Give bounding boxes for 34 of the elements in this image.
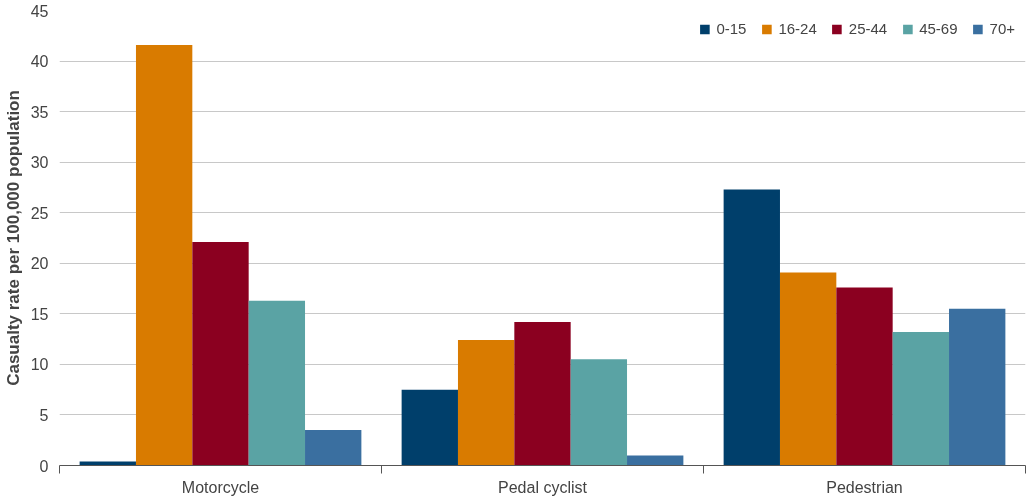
bar bbox=[836, 287, 893, 466]
bar bbox=[135, 44, 193, 466]
legend-label: 25-44 bbox=[848, 20, 888, 37]
bar bbox=[248, 300, 306, 466]
bar bbox=[570, 359, 628, 466]
x-tick-label: Motorcycle bbox=[181, 478, 260, 496]
y-tick-label: 5 bbox=[39, 406, 49, 424]
x-tick-label: Pedestrian bbox=[826, 478, 903, 496]
bar bbox=[457, 340, 515, 466]
legend-label: 0-15 bbox=[716, 20, 747, 37]
y-tick-label: 10 bbox=[30, 356, 49, 374]
y-tick-label: 15 bbox=[30, 305, 49, 323]
y-tick-label: 40 bbox=[30, 53, 49, 71]
y-axis-title: Casualty rate per 100,000 population bbox=[3, 90, 23, 386]
y-tick-label: 45 bbox=[30, 2, 49, 20]
y-tick-label: 35 bbox=[30, 103, 49, 121]
bar bbox=[627, 455, 684, 466]
y-tick-label: 25 bbox=[30, 204, 49, 222]
y-tick-label: 20 bbox=[30, 255, 49, 273]
bar bbox=[892, 332, 950, 466]
y-tick-label: 30 bbox=[30, 154, 49, 172]
legend-label: 16-24 bbox=[778, 20, 817, 37]
bar bbox=[192, 242, 249, 466]
y-tick-label: 0 bbox=[39, 457, 49, 475]
x-tick-label: Pedal cyclist bbox=[498, 478, 588, 496]
legend-label: 70+ bbox=[989, 20, 1015, 37]
legend-label: 45-69 bbox=[919, 20, 958, 37]
bar bbox=[949, 308, 1006, 466]
bar bbox=[401, 389, 458, 466]
bar bbox=[305, 430, 362, 466]
bar bbox=[723, 189, 780, 466]
bar bbox=[514, 321, 571, 466]
bar bbox=[779, 272, 837, 466]
bar bbox=[79, 461, 136, 466]
